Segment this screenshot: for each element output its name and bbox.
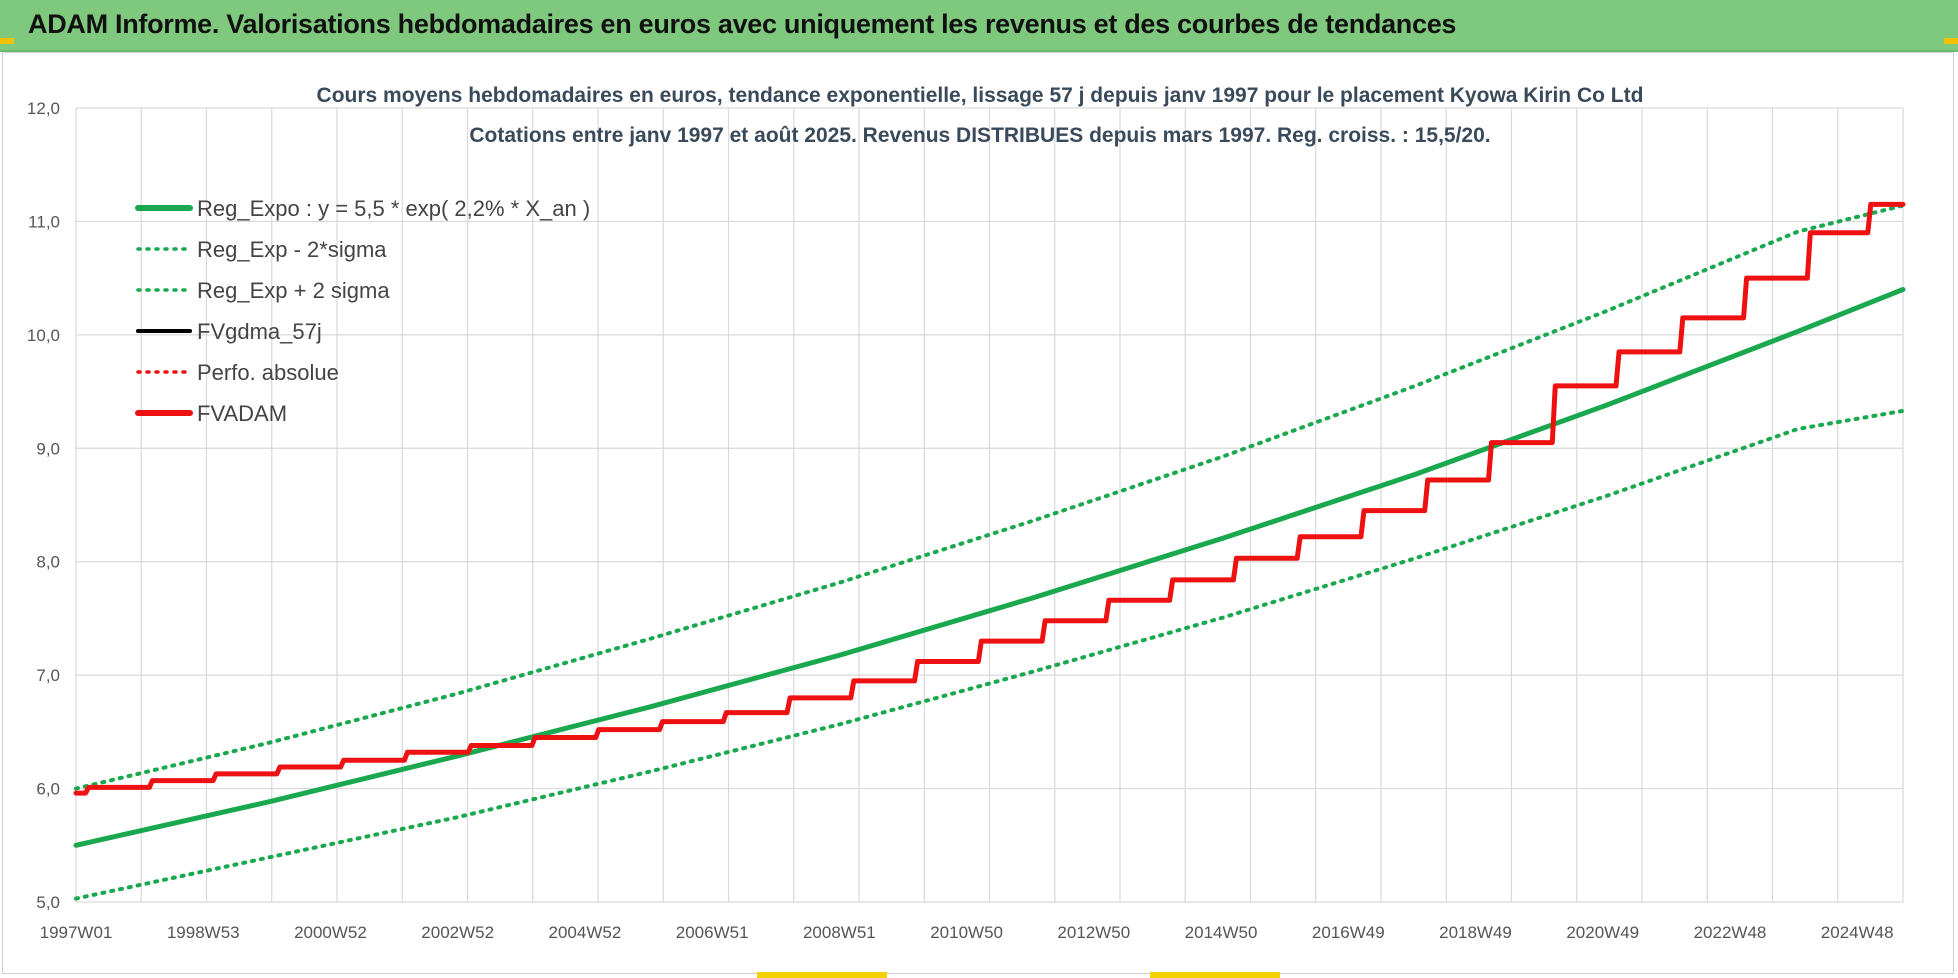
legend-label-2: Reg_Exp + 2 sigma [197, 278, 390, 303]
series-line-2 [74, 203, 1905, 791]
report-title: ADAM Informe. Valorisations hebdomadaire… [28, 9, 1457, 39]
legend-label-1: Reg_Exp - 2*sigma [197, 237, 387, 262]
legend-label-3: FVgdma_57j [197, 319, 322, 344]
x-tick-label: 2000W52 [294, 923, 367, 942]
x-tick-label: 2010W50 [930, 923, 1003, 942]
x-axis-ticks: 1997W01 1998W53 2000W52 2002W52 2004W52 2006W… [40, 923, 1894, 942]
report-banner: ADAM Informe. Valorisations hebdomadaire… [0, 0, 1958, 52]
legend: Reg_Expo : y = 5,5 * exp( 2,2% * X_an ) R… [135, 196, 590, 426]
bottom-marker-2 [1150, 972, 1280, 978]
series-line-1 [74, 408, 1905, 901]
legend-label-4: Perfo. absolue [197, 360, 339, 385]
bottom-marker-1 [757, 972, 887, 978]
y-tick-label: 5,0 [36, 893, 60, 912]
x-tick-label: 1998W53 [167, 923, 240, 942]
legend-label-0: Reg_Expo : y = 5,5 * exp( 2,2% * X_an ) [197, 196, 590, 221]
chart-area-border [2, 52, 1954, 974]
y-tick-label: 8,0 [36, 553, 60, 572]
series-lines [73, 201, 1906, 901]
y-tick-label: 9,0 [36, 439, 60, 458]
x-tick-label: 2014W50 [1185, 923, 1258, 942]
y-tick-label: 6,0 [36, 780, 60, 799]
x-tick-label: 2022W48 [1694, 923, 1767, 942]
x-tick-label: 2002W52 [421, 923, 494, 942]
x-tick-label: 2008W51 [803, 923, 876, 942]
series-line-0 [73, 286, 1906, 848]
x-tick-label: 2018W49 [1439, 923, 1512, 942]
y-tick-label: 10,0 [27, 326, 60, 345]
corner-marker-left [0, 38, 14, 44]
chart-title-line1: Cours moyens hebdomadaires en euros, ten… [317, 84, 1644, 107]
y-tick-label: 7,0 [36, 666, 60, 685]
x-tick-label: 2024W48 [1821, 923, 1894, 942]
chart-title-line2: Cotations entre janv 1997 et août 2025. … [469, 124, 1490, 147]
corner-marker-right [1944, 38, 1958, 44]
x-tick-label: 2016W49 [1312, 923, 1385, 942]
x-tick-label: 2006W51 [676, 923, 749, 942]
legend-label-5: FVADAM [197, 401, 287, 426]
y-axis-ticks: 5,0 6,0 7,0 8,0 9,0 10,0 11,0 12,0 [27, 99, 60, 912]
x-tick-label: 2004W52 [549, 923, 622, 942]
x-tick-label: 1997W01 [40, 923, 113, 942]
series-line-5 [73, 201, 1906, 796]
x-tick-label: 2012W50 [1057, 923, 1130, 942]
y-tick-label: 11,0 [28, 212, 60, 231]
y-tick-label: 12,0 [27, 99, 60, 118]
x-tick-label: 2020W49 [1566, 923, 1639, 942]
